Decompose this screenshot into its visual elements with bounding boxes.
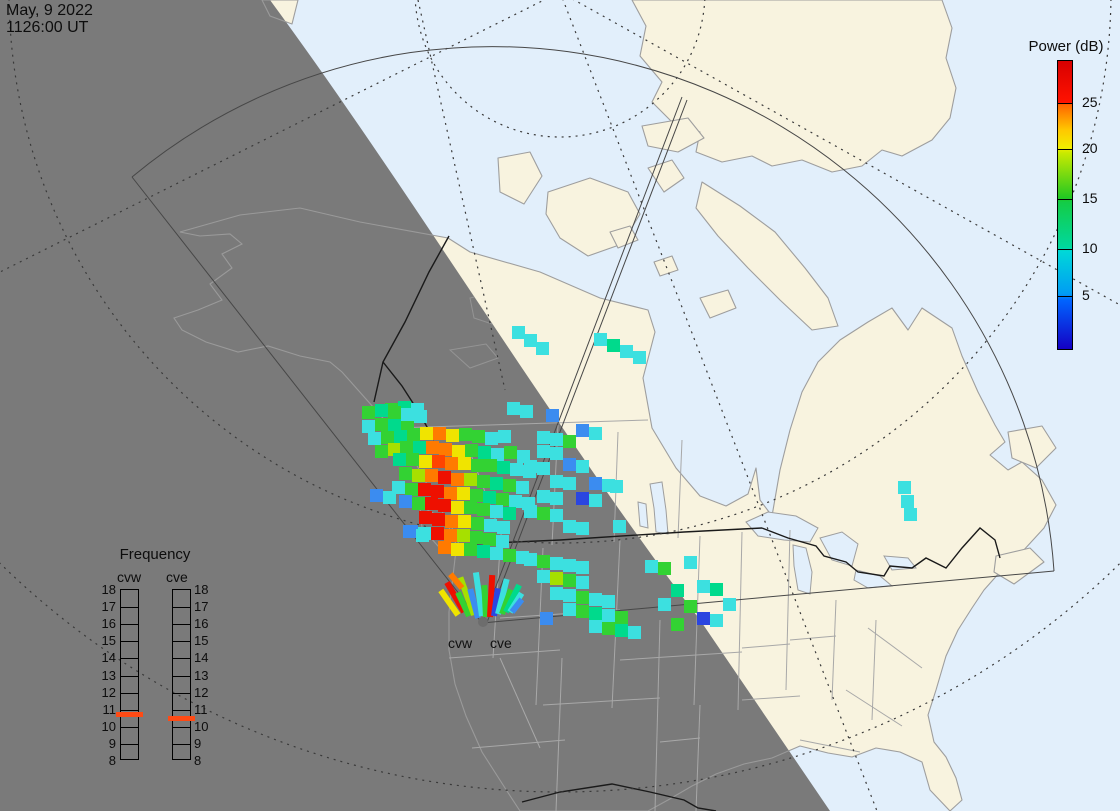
timestamp-date: May, 9 2022 bbox=[6, 2, 93, 19]
frequency-scale-value: 11 bbox=[102, 702, 117, 717]
frequency-scale-line bbox=[173, 744, 190, 745]
frequency-column-label-cve: cve bbox=[166, 569, 188, 585]
frequency-scale-value: 16 bbox=[194, 616, 209, 631]
frequency-scale-line bbox=[121, 607, 138, 608]
frequency-scale-cvw bbox=[120, 589, 139, 760]
frequency-column-label-cvw: cvw bbox=[117, 569, 142, 585]
frequency-scale-value: 14 bbox=[101, 650, 116, 665]
near-range-strips bbox=[438, 572, 525, 619]
colorbar-tick: 5 bbox=[1082, 287, 1090, 303]
frequency-scale-line bbox=[121, 710, 138, 711]
colorbar-divider bbox=[1058, 199, 1072, 200]
frequency-scale-value: 16 bbox=[101, 616, 116, 631]
colorbar-title: Power (dB) bbox=[1028, 38, 1104, 55]
frequency-legend-title: Frequency bbox=[119, 546, 191, 563]
colorbar-tick: 15 bbox=[1082, 190, 1098, 206]
frequency-scale-line bbox=[173, 607, 190, 608]
frequency-scale-value: 17 bbox=[101, 599, 116, 614]
frequency-scale-line bbox=[121, 658, 138, 659]
colorbar-tick: 25 bbox=[1082, 94, 1098, 110]
frequency-scale-value: 15 bbox=[194, 633, 209, 648]
frequency-scale-value: 10 bbox=[101, 719, 116, 734]
colorbar-tick: 10 bbox=[1082, 240, 1098, 256]
frequency-scale-value: 9 bbox=[194, 736, 202, 751]
frequency-scale-line bbox=[121, 624, 138, 625]
frequency-scale-line bbox=[173, 710, 190, 711]
timestamp-time: 1126:00 UT bbox=[6, 19, 89, 36]
frequency-scale-line bbox=[121, 676, 138, 677]
colorbar-tick: 20 bbox=[1082, 140, 1098, 156]
frequency-scale-line bbox=[121, 693, 138, 694]
frequency-scale-value: 13 bbox=[101, 668, 116, 683]
radar-fov-outline bbox=[131, 46, 1055, 626]
frequency-scale-value: 12 bbox=[194, 685, 209, 700]
frequency-scale-line bbox=[121, 744, 138, 745]
colorbar-divider bbox=[1058, 249, 1072, 250]
frequency-marker-cve bbox=[168, 716, 195, 721]
frequency-scale-value: 11 bbox=[194, 702, 208, 717]
frequency-scale-line bbox=[173, 658, 190, 659]
frequency-scale-line bbox=[173, 641, 190, 642]
colorbar-divider bbox=[1058, 149, 1072, 150]
frequency-scale-line bbox=[173, 693, 190, 694]
site-label-cve: cve bbox=[490, 635, 512, 651]
frequency-scale-value: 13 bbox=[194, 668, 209, 683]
frequency-scale-line bbox=[121, 641, 138, 642]
frequency-scale-value: 10 bbox=[194, 719, 209, 734]
colorbar-divider bbox=[1058, 296, 1072, 297]
frequency-scale-value: 12 bbox=[101, 685, 116, 700]
frequency-scale-value: 18 bbox=[194, 582, 209, 597]
frequency-scale-line bbox=[173, 676, 190, 677]
frequency-scale-value: 9 bbox=[108, 736, 116, 751]
frequency-scale-value: 18 bbox=[101, 582, 116, 597]
backscatter-cells bbox=[362, 326, 917, 639]
frequency-scale-value: 8 bbox=[108, 753, 116, 768]
frequency-scale-line bbox=[173, 624, 190, 625]
frequency-scale-line bbox=[173, 727, 190, 728]
frequency-scale-value: 8 bbox=[194, 753, 202, 768]
frequency-scale-value: 17 bbox=[194, 599, 209, 614]
frequency-scale-value: 15 bbox=[101, 633, 116, 648]
colorbar bbox=[1057, 60, 1073, 350]
timestamp: May, 9 2022 1126:00 UT bbox=[6, 2, 93, 36]
radar-site-dot bbox=[478, 617, 488, 627]
colorbar-divider bbox=[1058, 103, 1072, 104]
frequency-scale-line bbox=[121, 727, 138, 728]
site-label-cvw: cvw bbox=[448, 635, 473, 651]
frequency-scale-cve bbox=[172, 589, 191, 760]
frequency-scale-value: 14 bbox=[194, 650, 209, 665]
frequency-marker-cvw bbox=[116, 712, 143, 717]
